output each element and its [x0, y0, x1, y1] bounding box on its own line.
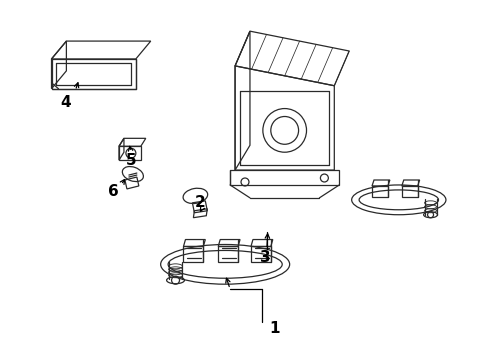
Text: 5: 5: [125, 153, 136, 168]
Text: 1: 1: [270, 321, 280, 336]
Text: 2: 2: [195, 195, 206, 210]
Text: 6: 6: [108, 184, 119, 199]
Text: 4: 4: [60, 95, 71, 110]
Text: 3: 3: [260, 250, 270, 265]
